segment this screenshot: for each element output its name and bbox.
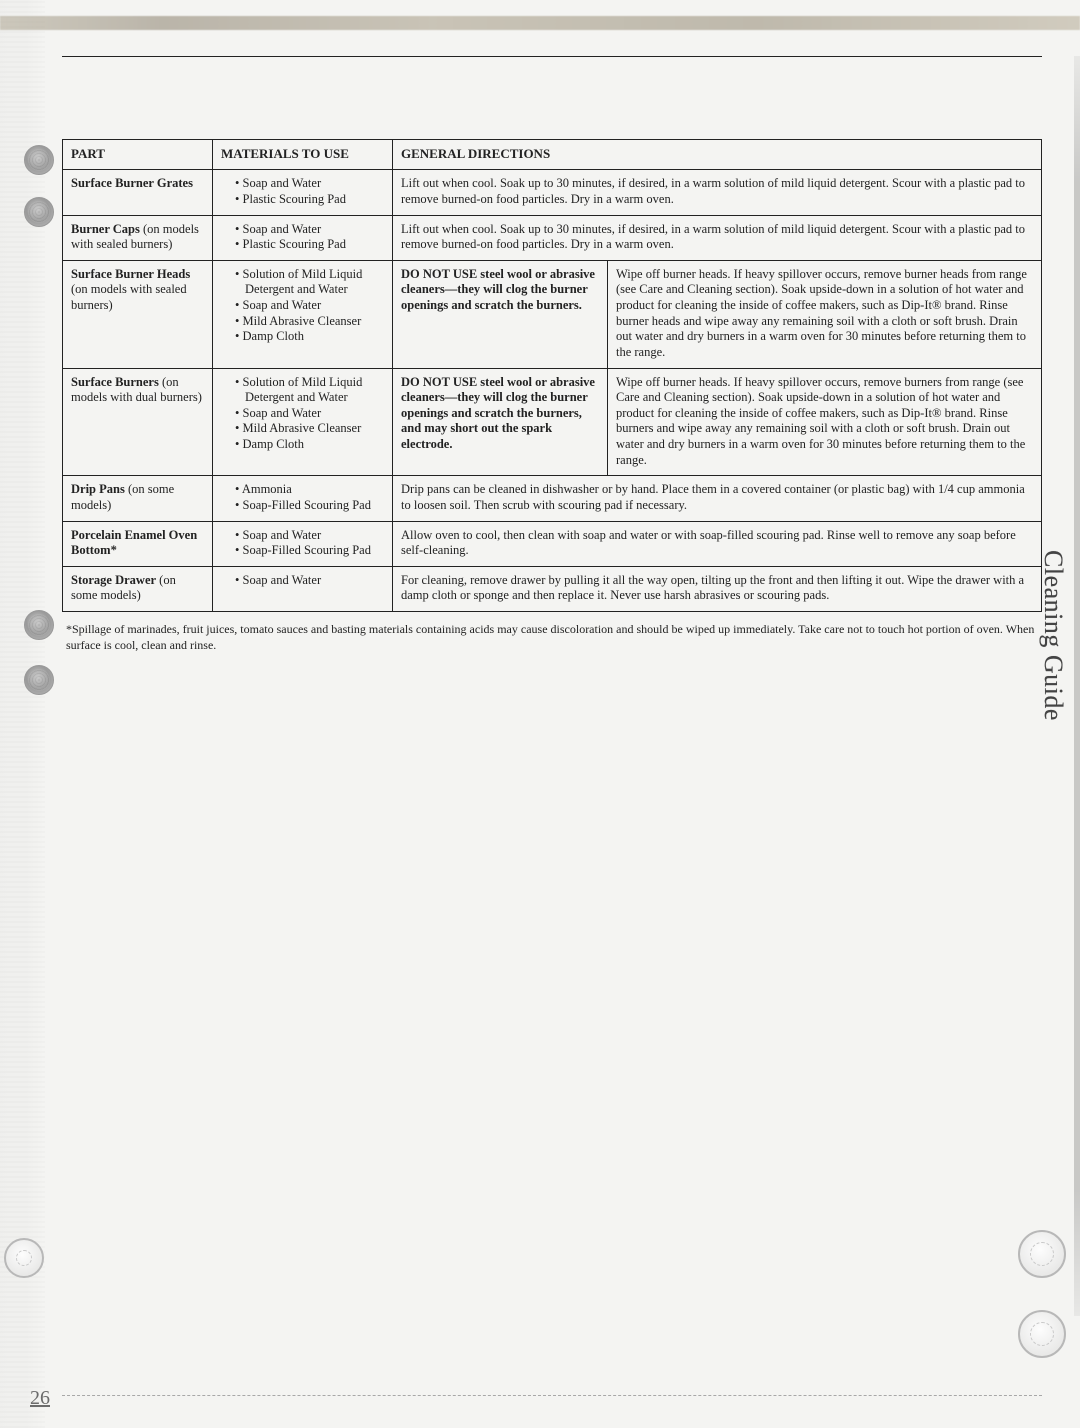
binder-hole-icon <box>24 145 54 175</box>
material-item: Damp Cloth <box>235 329 384 345</box>
material-item: Soap and Water <box>235 406 384 422</box>
cell-materials: Soap and WaterSoap-Filled Scouring Pad <box>213 521 393 566</box>
cell-part: Porcelain Enamel Oven Bottom* <box>63 521 213 566</box>
cell-directions: Wipe off burner heads. If heavy spillove… <box>608 260 1042 368</box>
header-directions: GENERAL DIRECTIONS <box>393 140 1042 170</box>
top-rule <box>62 56 1042 57</box>
material-item: Soap-Filled Scouring Pad <box>235 543 384 559</box>
material-item: Soap-Filled Scouring Pad <box>235 498 384 514</box>
cell-directions: Lift out when cool. Soak up to 30 minute… <box>393 170 1042 215</box>
cell-materials: Soap and WaterPlastic Scouring Pad <box>213 170 393 215</box>
material-item: Plastic Scouring Pad <box>235 192 384 208</box>
cell-part: Drip Pans (on some models) <box>63 476 213 521</box>
material-item: Solution of Mild Liquid Detergent and Wa… <box>235 267 384 298</box>
cell-directions: Allow oven to cool, then clean with soap… <box>393 521 1042 566</box>
cell-directions: Wipe off burner heads. If heavy spillove… <box>608 368 1042 476</box>
material-item: Damp Cloth <box>235 437 384 453</box>
cell-part: Burner Caps (on models with sealed burne… <box>63 215 213 260</box>
ring-artifact-icon <box>1018 1310 1066 1358</box>
cell-warning: DO NOT USE steel wool or abrasive cleane… <box>393 260 608 368</box>
cell-part: Surface Burners (on models with dual bur… <box>63 368 213 476</box>
ring-artifact-icon <box>4 1238 44 1278</box>
binder-hole-icon <box>24 197 54 227</box>
cell-part: Storage Drawer (on some models) <box>63 566 213 611</box>
cell-directions: Lift out when cool. Soak up to 30 minute… <box>393 215 1042 260</box>
page-number: 26 <box>30 1387 50 1410</box>
table-header-row: PART MATERIALS TO USE GENERAL DIRECTIONS <box>63 140 1042 170</box>
material-item: Ammonia <box>235 482 384 498</box>
binder-hole-icon <box>24 665 54 695</box>
table-row: Storage Drawer (on some models) Soap and … <box>63 566 1042 611</box>
side-title-text: Cleaning Guide <box>1039 550 1068 721</box>
bottom-rule <box>62 1395 1042 1396</box>
cell-materials: AmmoniaSoap-Filled Scouring Pad <box>213 476 393 521</box>
cell-materials: Soap and WaterPlastic Scouring Pad <box>213 215 393 260</box>
binding-holes <box>24 145 58 249</box>
binder-hole-icon <box>24 610 54 640</box>
cell-part: Surface Burner Heads (on models with sea… <box>63 260 213 368</box>
scan-edge-right <box>1074 56 1080 1316</box>
header-materials: MATERIALS TO USE <box>213 140 393 170</box>
material-item: Soap and Water <box>235 528 384 544</box>
cleaning-guide-table: PART MATERIALS TO USE GENERAL DIRECTIONS… <box>62 139 1042 612</box>
material-item: Mild Abrasive Cleanser <box>235 314 384 330</box>
material-item: Soap and Water <box>235 222 384 238</box>
cell-materials: Soap and Water <box>213 566 393 611</box>
table-row: Porcelain Enamel Oven Bottom*Soap and Wa… <box>63 521 1042 566</box>
scan-texture-top <box>0 16 1080 30</box>
table-row: Burner Caps (on models with sealed burne… <box>63 215 1042 260</box>
material-item: Plastic Scouring Pad <box>235 237 384 253</box>
cell-warning: DO NOT USE steel wool or abrasive cleane… <box>393 368 608 476</box>
table-body: Surface Burner GratesSoap and WaterPlast… <box>63 170 1042 612</box>
material-item: Soap and Water <box>235 298 384 314</box>
page-content: PART MATERIALS TO USE GENERAL DIRECTIONS… <box>62 56 1042 653</box>
cell-materials: Solution of Mild Liquid Detergent and Wa… <box>213 260 393 368</box>
material-item: Mild Abrasive Cleanser <box>235 421 384 437</box>
material-item: Soap and Water <box>235 573 384 589</box>
cell-directions: For cleaning, remove drawer by pulling i… <box>393 566 1042 611</box>
table-row: Surface Burners (on models with dual bur… <box>63 368 1042 476</box>
footnote-text: *Spillage of marinades, fruit juices, to… <box>66 622 1036 653</box>
cell-part: Surface Burner Grates <box>63 170 213 215</box>
side-title: Cleaning Guide <box>1038 550 1068 721</box>
material-item: Solution of Mild Liquid Detergent and Wa… <box>235 375 384 406</box>
ring-artifact-icon <box>1018 1230 1066 1278</box>
cell-materials: Solution of Mild Liquid Detergent and Wa… <box>213 368 393 476</box>
cell-directions: Drip pans can be cleaned in dishwasher o… <box>393 476 1042 521</box>
header-part: PART <box>63 140 213 170</box>
material-item: Soap and Water <box>235 176 384 192</box>
table-row: Drip Pans (on some models)AmmoniaSoap-Fi… <box>63 476 1042 521</box>
table-row: Surface Burner GratesSoap and WaterPlast… <box>63 170 1042 215</box>
table-row: Surface Burner Heads (on models with sea… <box>63 260 1042 368</box>
